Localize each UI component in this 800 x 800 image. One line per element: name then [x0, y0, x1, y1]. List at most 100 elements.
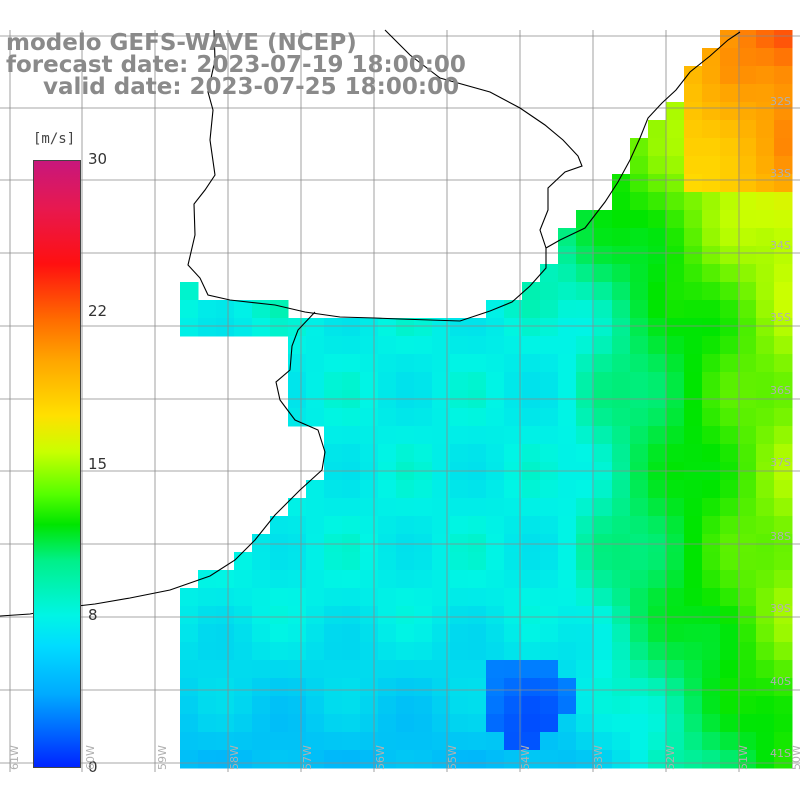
wind-cell — [594, 714, 613, 733]
wind-cell — [774, 300, 793, 319]
wind-cell — [504, 498, 523, 517]
wind-cell — [378, 606, 397, 625]
wind-cell — [558, 660, 577, 679]
wind-cell — [576, 228, 595, 247]
wind-cell — [594, 498, 613, 517]
wind-cell — [738, 300, 757, 319]
wind-cell — [738, 174, 757, 193]
wind-cell — [198, 624, 217, 643]
wind-cell — [738, 246, 757, 265]
wind-cell — [720, 750, 739, 769]
wind-cell — [270, 750, 289, 769]
wind-cell — [432, 516, 451, 535]
wind-cell — [756, 138, 775, 157]
wind-cell — [612, 696, 631, 715]
wind-cell — [576, 426, 595, 445]
wind-cell — [684, 372, 703, 391]
wind-cell — [234, 552, 253, 571]
wind-cell — [756, 624, 775, 643]
wind-cell — [756, 30, 775, 49]
wind-cell — [324, 408, 343, 427]
wind-cell — [396, 588, 415, 607]
wind-cell — [720, 642, 739, 661]
wind-cell — [648, 174, 667, 193]
wind-cell — [414, 606, 433, 625]
wind-cell — [702, 318, 721, 337]
wind-cell — [648, 678, 667, 697]
wind-cell — [630, 624, 649, 643]
wind-cell — [630, 408, 649, 427]
wind-cell — [180, 678, 199, 697]
wind-cell — [540, 714, 559, 733]
wind-cell — [666, 336, 685, 355]
wind-cell — [630, 210, 649, 229]
wind-cell — [594, 696, 613, 715]
wind-cell — [630, 300, 649, 319]
wind-cell — [756, 534, 775, 553]
wind-cell — [612, 354, 631, 373]
wind-cell — [684, 300, 703, 319]
wind-cell — [288, 714, 307, 733]
wind-cell — [522, 372, 541, 391]
wind-cell — [288, 552, 307, 571]
wind-cell — [414, 732, 433, 751]
wind-cell — [756, 246, 775, 265]
wind-cell — [540, 642, 559, 661]
wind-cell — [288, 624, 307, 643]
wind-cell — [756, 588, 775, 607]
wind-cell — [504, 750, 523, 769]
wind-cell — [540, 570, 559, 589]
wind-cell — [288, 498, 307, 517]
wind-cell — [432, 696, 451, 715]
wind-cell — [576, 678, 595, 697]
wind-cell — [558, 318, 577, 337]
wind-cell — [576, 282, 595, 301]
wind-cell — [666, 138, 685, 157]
lat-label: 32S — [770, 95, 791, 108]
wind-cell — [720, 192, 739, 211]
wind-cell — [342, 624, 361, 643]
wind-cell — [738, 426, 757, 445]
wind-cell — [360, 606, 379, 625]
wind-cell — [342, 408, 361, 427]
wind-cell — [756, 228, 775, 247]
wind-cell — [702, 588, 721, 607]
wind-cell — [666, 588, 685, 607]
wind-cell — [270, 660, 289, 679]
wind-cell — [558, 714, 577, 733]
wind-cell — [648, 696, 667, 715]
wind-cell — [342, 678, 361, 697]
wind-cell — [378, 696, 397, 715]
wind-cell — [738, 732, 757, 751]
wind-cell — [594, 318, 613, 337]
wind-cell — [468, 714, 487, 733]
wind-cell — [702, 300, 721, 319]
wind-cell — [612, 570, 631, 589]
wind-cell — [252, 570, 271, 589]
wind-cell — [774, 678, 793, 697]
lon-label: 59W — [156, 745, 169, 770]
wind-cell — [396, 498, 415, 517]
wind-cell — [666, 660, 685, 679]
wind-cell — [684, 606, 703, 625]
wind-cell — [432, 642, 451, 661]
lon-label: 61W — [8, 745, 21, 770]
wind-cell — [450, 498, 469, 517]
wind-cell — [594, 264, 613, 283]
wind-cell — [774, 210, 793, 229]
wind-cell — [252, 552, 271, 571]
wind-cell — [360, 696, 379, 715]
wind-cell — [612, 408, 631, 427]
wind-cell — [558, 336, 577, 355]
colorbar-tick-30: 30 — [88, 150, 108, 168]
wind-cell — [684, 354, 703, 373]
lon-label: 58W — [228, 745, 241, 770]
wind-cell — [324, 426, 343, 445]
wind-cell — [648, 246, 667, 265]
wind-cell — [504, 678, 523, 697]
wind-cell — [720, 480, 739, 499]
wind-cell — [684, 570, 703, 589]
wind-cell — [522, 750, 541, 769]
wind-cell — [288, 372, 307, 391]
wind-cell — [630, 264, 649, 283]
